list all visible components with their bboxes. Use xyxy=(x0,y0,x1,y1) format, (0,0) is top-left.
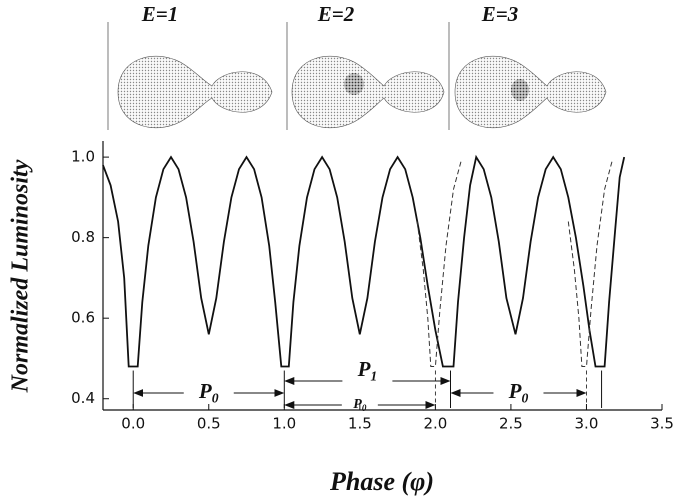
x-tick-label: 1.0 xyxy=(272,415,296,433)
period-symbol: P xyxy=(357,357,371,381)
period-subscript: 0 xyxy=(362,403,367,413)
x-axis-title: Phase (φ) xyxy=(329,467,434,496)
period-symbol: P xyxy=(508,379,522,403)
x-tick-label: 3.0 xyxy=(575,415,599,433)
period-label: P0 xyxy=(508,379,529,406)
period-arrow: P0 xyxy=(450,379,587,406)
x-tick-label: 2.0 xyxy=(423,415,447,433)
panel-label: E=2 xyxy=(317,2,355,26)
period-subscript: 0 xyxy=(521,390,528,405)
x-tick-label: 2.5 xyxy=(499,415,523,433)
period-label: P0 xyxy=(353,397,367,413)
light-curve xyxy=(102,154,626,368)
period-label: P0 xyxy=(198,379,219,406)
period-symbol: P xyxy=(353,397,362,412)
x-tick-label: 0.5 xyxy=(197,415,221,433)
period-symbol: P xyxy=(198,379,212,403)
period-subscript: 0 xyxy=(212,390,219,405)
y-tick-label: 0.6 xyxy=(71,309,95,327)
y-axis-title: Normalized Luminosity xyxy=(8,159,34,393)
star-illustrations xyxy=(107,22,607,130)
period-arrow: P0 xyxy=(284,397,436,413)
light-curve xyxy=(416,160,613,367)
x-tick-label: 1.5 xyxy=(348,415,372,433)
x-tick-label: 3.5 xyxy=(650,415,674,433)
period-subscript: 1 xyxy=(370,368,377,383)
period-arrow: P0 xyxy=(133,379,285,406)
x-tick-label: 0.0 xyxy=(121,415,145,433)
panel-label: E=3 xyxy=(481,2,518,26)
y-tick-label: 0.8 xyxy=(71,228,95,246)
period-label: P1 xyxy=(357,357,378,384)
period-arrow: P1 xyxy=(284,357,451,385)
y-tick-label: 1.0 xyxy=(71,148,95,166)
y-tick-label: 0.4 xyxy=(71,389,95,407)
panel-label: E=1 xyxy=(141,2,178,26)
